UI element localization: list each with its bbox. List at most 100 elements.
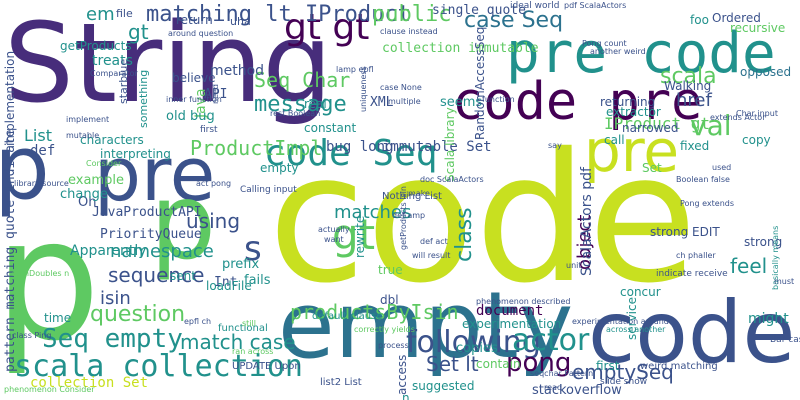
cloud-word: uniqueness bbox=[359, 66, 368, 112]
cloud-word: Nothing List bbox=[382, 191, 442, 202]
cloud-word: collection immutable bbox=[382, 41, 539, 56]
cloud-word: case None bbox=[380, 83, 422, 92]
cloud-word: Seq empty bbox=[42, 324, 183, 354]
cloud-word: access bbox=[395, 354, 409, 395]
cloud-word: weird matching bbox=[640, 361, 718, 372]
cloud-word: pre bbox=[94, 132, 216, 218]
cloud-word: ideal world bbox=[510, 1, 560, 11]
cloud-word: indicate receive bbox=[656, 269, 728, 279]
cloud-word: constant bbox=[304, 121, 357, 135]
cloud-word: Boolean false bbox=[676, 175, 730, 184]
cloud-word: gt bbox=[128, 20, 149, 44]
cloud-word: Walking bbox=[664, 79, 712, 93]
cloud-word: extends Actor bbox=[710, 113, 766, 122]
cloud-word: match case bbox=[180, 330, 296, 354]
cloud-word: slide show bbox=[600, 377, 648, 387]
cloud-word: process bbox=[378, 341, 409, 350]
cloud-word: Set bbox=[642, 161, 662, 175]
cloud-word: default clause bbox=[312, 311, 383, 322]
cloud-word: def bbox=[30, 143, 56, 159]
cloud-word: class Ping bbox=[12, 331, 52, 340]
cloud-word: characters bbox=[80, 133, 144, 147]
cloud-word: document bbox=[476, 303, 544, 319]
cloud-word: scala bbox=[660, 64, 717, 89]
cloud-word: Char input bbox=[736, 109, 778, 118]
cloud-word: namespace bbox=[110, 241, 214, 262]
cloud-word: correctly yields bbox=[354, 325, 415, 334]
cloud-word: Apparently bbox=[70, 243, 147, 259]
cloud-word: Bar case bbox=[770, 335, 800, 345]
cloud-word: functional bbox=[218, 323, 268, 334]
cloud-word: pre bbox=[584, 117, 680, 185]
cloud-word: implement bbox=[66, 115, 110, 124]
cloud-word: sumDoubles n bbox=[12, 269, 70, 278]
cloud-word: p bbox=[150, 161, 217, 283]
cloud-word: matching lt IProduct bbox=[146, 2, 411, 27]
cloud-word: something bbox=[137, 69, 150, 128]
cloud-word: mutable bbox=[66, 131, 100, 140]
cloud-word: prefix bbox=[222, 257, 260, 272]
cloud-word: Consider bbox=[86, 159, 122, 168]
cloud-word: Pong count bbox=[582, 39, 627, 48]
cloud-word: experimentation around bbox=[572, 317, 669, 326]
cloud-word: pong bbox=[506, 348, 572, 378]
cloud-word: epfl ch bbox=[184, 317, 212, 326]
cloud-word: seems bbox=[440, 95, 483, 110]
cloud-word: String bbox=[4, 0, 333, 127]
cloud-word: code Seq bbox=[264, 133, 438, 174]
cloud-word: example bbox=[68, 173, 124, 188]
cloud-word: experimentation bbox=[462, 317, 562, 331]
cloud-word: copy bbox=[742, 133, 771, 147]
cloud-word: Int bbox=[214, 275, 238, 290]
cloud-word: feel bbox=[730, 254, 768, 278]
cloud-word: RandomAccessSeq bbox=[473, 26, 487, 140]
cloud-word: opposed bbox=[740, 65, 792, 79]
cloud-word: rest Boolean bbox=[270, 109, 321, 118]
cloud-word: method bbox=[210, 63, 265, 79]
cloud-word: question bbox=[90, 302, 186, 327]
cloud-word: real bbox=[304, 97, 327, 111]
cloud-word: actor bbox=[512, 323, 590, 358]
cloud-word: recursive bbox=[730, 21, 786, 35]
cloud-word: message bbox=[254, 92, 347, 117]
cloud-word: JavaProductAPI bbox=[92, 205, 202, 220]
cloud-word: call bbox=[604, 133, 625, 147]
cloud-word: read bbox=[544, 383, 563, 392]
cloud-word: IProduct gt bbox=[604, 114, 710, 133]
cloud-word: loadFile bbox=[206, 279, 252, 293]
cloud-word: def amp bbox=[392, 211, 426, 220]
cloud-word: clause instead bbox=[380, 27, 438, 36]
cloud-word: true bbox=[378, 263, 403, 277]
cloud-word: sequence bbox=[108, 263, 205, 287]
cloud-word: stackoverflow bbox=[532, 383, 622, 398]
cloud-word: gt bbox=[332, 210, 376, 259]
cloud-word: API bbox=[204, 87, 228, 102]
cloud-word: copies bbox=[456, 341, 498, 356]
cloud-word: immutable Set bbox=[382, 139, 492, 155]
cloud-word: treats bbox=[92, 53, 133, 69]
cloud-word: public bbox=[372, 2, 452, 27]
cloud-word: ch phaller bbox=[676, 251, 716, 260]
cloud-word: sent bbox=[170, 269, 196, 283]
cloud-word: narrowed bbox=[622, 121, 679, 135]
cloud-word: seqchar Pattern bbox=[530, 369, 594, 378]
cloud-word: Pong extends bbox=[680, 199, 735, 208]
cloud-word: function bbox=[482, 95, 515, 104]
cloud-word: return bbox=[176, 13, 213, 27]
cloud-word: code bbox=[268, 115, 698, 322]
cloud-word: list2 List bbox=[320, 377, 362, 388]
cloud-word: rewrite bbox=[353, 215, 367, 258]
cloud-word: suggested bbox=[412, 379, 475, 393]
cloud-word: old bug bbox=[166, 109, 215, 124]
cloud-word: Scala library bbox=[443, 107, 457, 182]
cloud-word: say bbox=[548, 141, 562, 150]
cloud-word: emptySeq bbox=[572, 360, 674, 384]
cloud-word: ran across bbox=[232, 347, 274, 356]
cloud-word: Ordered bbox=[712, 11, 761, 25]
cloud-word: another weird bbox=[590, 47, 646, 56]
cloud-word: Calling input bbox=[240, 185, 297, 195]
cloud-word: starblue bbox=[117, 58, 130, 104]
cloud-word: act pong bbox=[196, 179, 232, 188]
cloud-word: List bbox=[24, 126, 52, 145]
